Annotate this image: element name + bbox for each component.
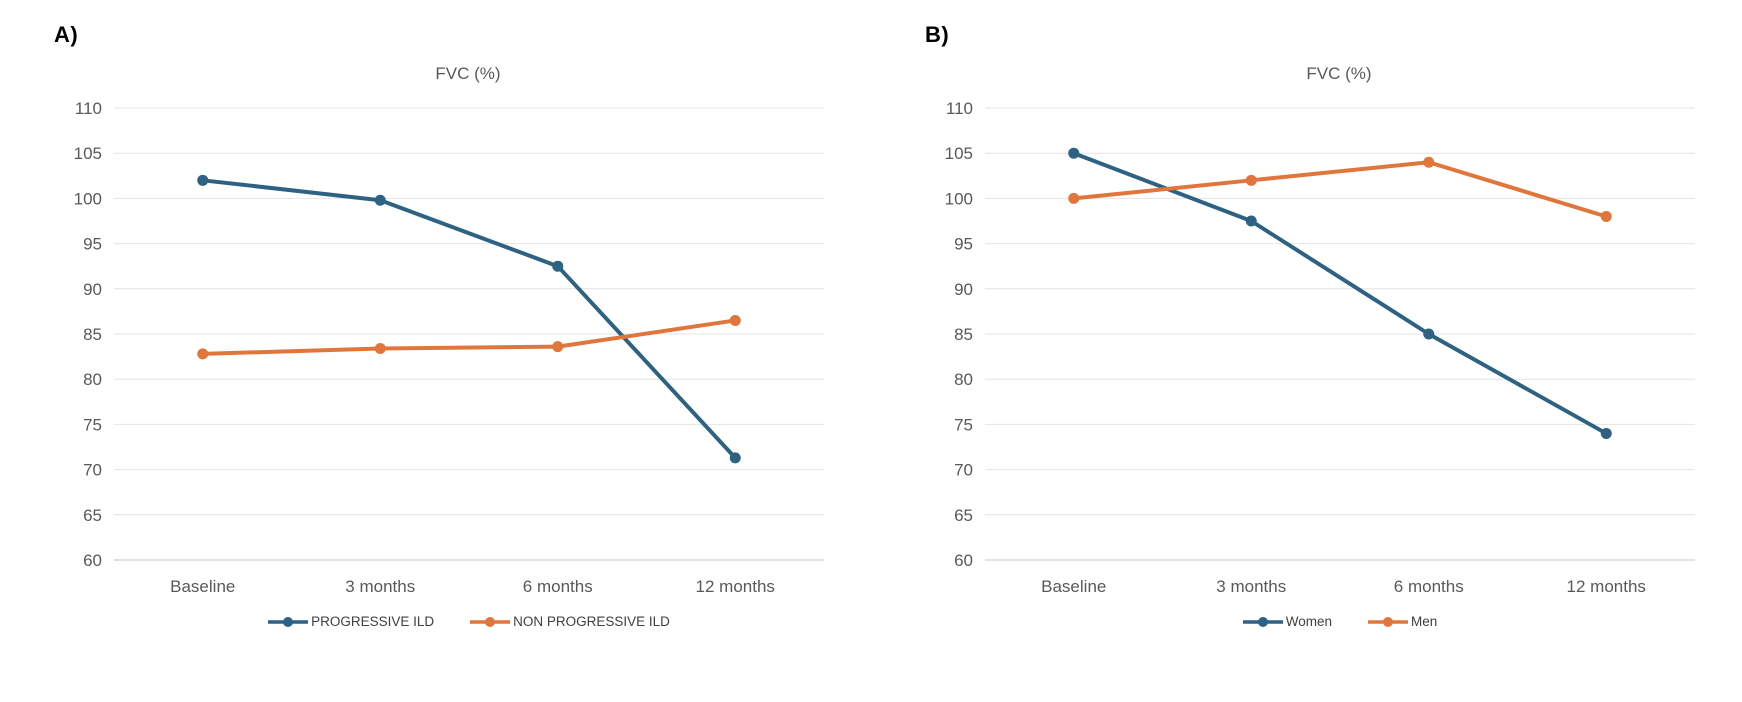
x-category-label: 3 months [1216,577,1286,596]
chart-b: FVC (%) 60 65 70 75 80 85 90 95 100 105 110 Baselin… [923,64,1713,629]
x-category-label: 6 months [1394,577,1464,596]
data-point-marker [729,452,741,464]
y-tick-label: 80 [954,370,973,389]
legend-item: Women [1241,614,1332,629]
y-tick-label: 65 [83,506,102,525]
y-tick-label: 100 [74,189,102,208]
data-point-marker [197,174,209,186]
x-category-label: 12 months [1567,577,1646,596]
legend-line-marker-icon [470,616,511,627]
data-point-marker [729,314,741,326]
panel-a-label: A) [54,22,79,47]
data-point-marker [374,342,386,354]
data-point-marker [552,341,564,353]
y-tick-label: 80 [83,370,102,389]
y-tick-label: 95 [954,235,973,254]
legend-label: NON PROGRESSIVE ILD [513,614,670,629]
data-point-marker [197,348,209,360]
legend-item: Men [1366,614,1437,629]
panel-b: B) FVC (%) 60 65 70 75 80 85 90 95 100 105 110 Base… [871,0,1742,702]
y-tick-label: 100 [945,189,973,208]
chart-b-title: FVC (%) [1306,64,1372,83]
y-tick-label: 110 [946,99,973,118]
x-category-label: 12 months [696,577,775,596]
y-tick-label: 60 [954,551,973,570]
y-tick-label: 85 [83,325,102,344]
data-point-marker [1245,215,1257,227]
chart-a-legend: PROGRESSIVE ILD NON PROGRESSIVE ILD [52,614,832,629]
x-category-label: 6 months [523,577,593,596]
y-tick-label: 70 [954,461,973,480]
y-tick-label: 90 [83,280,102,299]
y-tick-label: 70 [83,461,102,480]
y-tick-label: 95 [83,235,102,254]
y-tick-label: 105 [74,144,102,163]
chart-a-plot-area: 60 65 70 75 80 85 90 95 100 105 110 Baseline 3 month… [74,99,824,596]
y-tick-label: 105 [945,144,973,163]
chart-a-title: FVC (%) [435,64,501,83]
y-tick-label: 75 [83,415,102,434]
panel-a: A) FVC (%) 60 65 70 75 80 85 90 95 100 105 110 Base… [52,22,842,629]
y-tick-label: 85 [954,325,973,344]
series-line [200,178,738,460]
chart-a: FVC (%) 60 65 70 75 80 85 90 95 100 105 110 Baselin… [52,64,842,629]
y-tick-label: 110 [75,99,102,118]
legend-item: PROGRESSIVE ILD [266,614,434,629]
legend-line-marker-icon [268,616,309,627]
legend-label: Women [1285,614,1332,629]
data-point-marker [1423,156,1435,168]
legend-line-marker-icon [1368,616,1408,627]
y-tick-label: 65 [954,506,973,525]
y-tick-label: 60 [83,551,102,570]
data-point-marker [1068,147,1080,159]
chart-b-legend: Women Men [923,614,1703,629]
legend-label: PROGRESSIVE ILD [311,614,435,629]
data-point-marker [1600,210,1612,222]
legend-line-marker-icon [1242,616,1283,627]
legend-item: NON PROGRESSIVE ILD [468,614,670,629]
series-line [200,318,738,356]
y-tick-label: 75 [954,415,973,434]
series-line [1071,160,1609,219]
data-point-marker [374,194,386,206]
legend-label: Men [1411,614,1438,629]
data-point-marker [1245,174,1257,186]
chart-b-plot-area: 60 65 70 75 80 85 90 95 100 105 110 Baseline 3 month… [945,99,1695,596]
data-point-marker [1600,427,1612,439]
panel-b-label: B) [925,22,950,47]
data-point-marker [552,260,564,272]
x-category-label: Baseline [1041,577,1106,596]
series-line [1071,151,1609,436]
data-point-marker [1423,328,1435,340]
data-point-marker [1068,192,1080,204]
x-category-label: Baseline [170,577,235,596]
y-tick-label: 90 [954,280,973,299]
x-category-label: 3 months [345,577,415,596]
